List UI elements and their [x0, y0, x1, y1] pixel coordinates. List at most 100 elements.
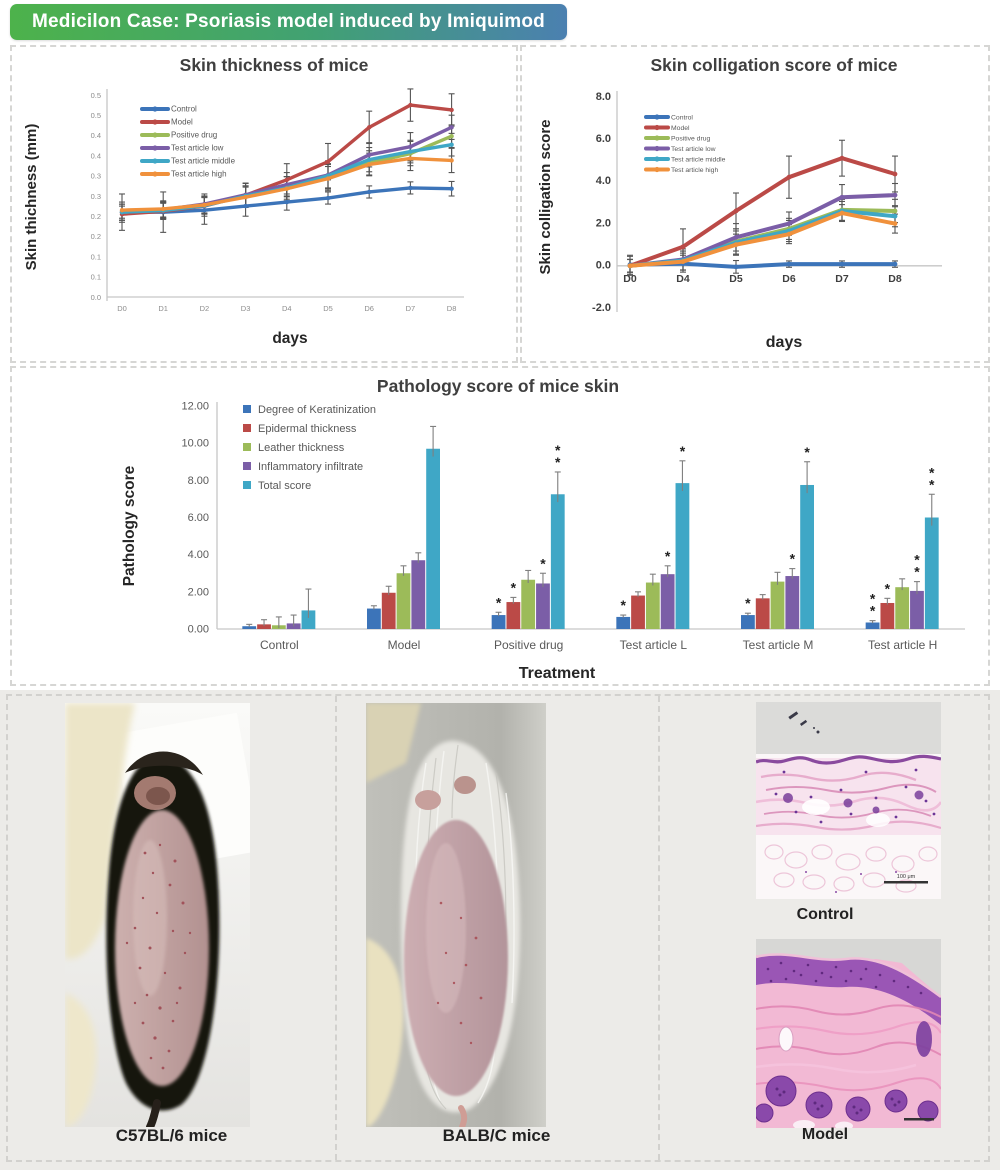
- svg-text:0.0: 0.0: [596, 260, 611, 272]
- svg-text:*: *: [680, 443, 686, 459]
- skin-colligation-chart: Skin colligation score of mice Skin colli…: [537, 55, 942, 351]
- svg-text:*: *: [870, 603, 876, 619]
- svg-text:*: *: [790, 551, 796, 567]
- svg-text:0.3: 0.3: [91, 192, 101, 201]
- svg-text:D6: D6: [364, 304, 374, 313]
- svg-text:Test article H: Test article H: [868, 638, 937, 652]
- svg-text:D0: D0: [623, 273, 637, 285]
- svg-text:D4: D4: [676, 273, 690, 285]
- svg-text:*: *: [621, 597, 627, 613]
- svg-text:Test article high: Test article high: [671, 167, 718, 174]
- c57bl6-mouse-image: [65, 703, 250, 1127]
- svg-text:Leather thickness: Leather thickness: [258, 442, 345, 454]
- svg-text:Control: Control: [671, 114, 693, 121]
- svg-text:0.1: 0.1: [91, 252, 101, 261]
- svg-text:4.0: 4.0: [596, 175, 611, 187]
- skin-thickness-panel: Skin thickness of mice Skin thichness (mm…: [10, 45, 518, 363]
- divider-1: [335, 696, 337, 1160]
- svg-text:Inflammatory infiltrate: Inflammatory infiltrate: [258, 461, 363, 473]
- svg-text:D8: D8: [888, 273, 902, 285]
- svg-text:D5: D5: [323, 304, 333, 313]
- svg-text:Skin colligation score of mice: Skin colligation score of mice: [650, 55, 897, 75]
- svg-text:0.2: 0.2: [91, 232, 101, 241]
- svg-text:0.5: 0.5: [91, 91, 101, 100]
- model-histology-image: [756, 939, 941, 1128]
- svg-text:Pathology score of mice skin: Pathology score of mice skin: [377, 376, 619, 396]
- svg-text:Test article low: Test article low: [671, 146, 716, 153]
- svg-text:Positive drug: Positive drug: [171, 130, 217, 139]
- skin-colligation-panel: Skin colligation score of mice Skin colli…: [520, 45, 990, 363]
- balbc-mouse-photo: [366, 703, 546, 1127]
- svg-text:*: *: [885, 580, 891, 596]
- model-histology-photo: [756, 939, 941, 1128]
- svg-text:0.4: 0.4: [91, 151, 101, 160]
- c57bl6-caption: C57BL/6 mice: [115, 1126, 228, 1145]
- svg-text:6.00: 6.00: [188, 512, 209, 524]
- c57bl6-mouse-photo: [65, 703, 250, 1127]
- header-banner: Medicilon Case: Psoriasis model induced …: [10, 4, 567, 40]
- pathology-score-panel: Pathology score of mice skin Pathology sc…: [10, 366, 990, 686]
- svg-text:Test article high: Test article high: [171, 169, 227, 178]
- svg-text:*: *: [804, 444, 810, 460]
- svg-text:*: *: [914, 552, 920, 568]
- svg-text:Positive drug: Positive drug: [494, 638, 563, 652]
- svg-text:4.00: 4.00: [188, 549, 209, 561]
- svg-text:D3: D3: [241, 304, 251, 313]
- svg-text:D1: D1: [158, 304, 168, 313]
- svg-text:Control: Control: [260, 638, 299, 652]
- svg-text:D4: D4: [282, 304, 292, 313]
- svg-text:days: days: [272, 330, 307, 347]
- svg-text:D8: D8: [447, 304, 457, 313]
- svg-text:Total score: Total score: [258, 480, 311, 492]
- svg-text:*: *: [665, 548, 671, 564]
- header-title: Medicilon Case: Psoriasis model induced …: [32, 11, 545, 32]
- svg-text:*: *: [914, 564, 920, 580]
- pathology-score-chart: Pathology score of mice skin Pathology sc…: [121, 376, 965, 682]
- svg-text:*: *: [870, 591, 876, 607]
- skin-thickness-chart: Skin thickness of mice Skin thichness (mm…: [23, 55, 464, 347]
- svg-text:Model: Model: [388, 638, 421, 652]
- svg-text:Model: Model: [671, 125, 690, 132]
- svg-text:D7: D7: [406, 304, 416, 313]
- svg-text:*: *: [540, 555, 546, 571]
- svg-text:Test article middle: Test article middle: [171, 156, 236, 165]
- svg-text:0.3: 0.3: [91, 172, 101, 181]
- svg-text:Degree of Keratinization: Degree of Keratinization: [258, 404, 376, 416]
- svg-text:0.1: 0.1: [91, 273, 101, 282]
- svg-text:D0: D0: [117, 304, 127, 313]
- svg-text:Treatment: Treatment: [519, 665, 596, 682]
- svg-text:6.0: 6.0: [596, 133, 611, 145]
- svg-text:-2.0: -2.0: [592, 302, 611, 314]
- svg-text:D5: D5: [729, 273, 743, 285]
- control-histology-photo: 100 μm: [756, 702, 941, 899]
- svg-text:10.00: 10.00: [181, 438, 209, 450]
- divider-2: [658, 696, 660, 1160]
- svg-text:Skin colligation score: Skin colligation score: [537, 119, 554, 274]
- svg-text:0.00: 0.00: [188, 624, 209, 636]
- svg-text:D7: D7: [835, 273, 849, 285]
- svg-text:*: *: [496, 594, 502, 610]
- svg-text:0.0: 0.0: [91, 293, 101, 302]
- svg-text:12.00: 12.00: [181, 401, 209, 413]
- svg-text:*: *: [929, 476, 935, 492]
- balbc-mouse-image: [366, 703, 546, 1127]
- svg-text:0.2: 0.2: [91, 212, 101, 221]
- svg-text:days: days: [766, 334, 803, 351]
- svg-text:2.0: 2.0: [596, 217, 611, 229]
- photo-section-border: [6, 694, 990, 1162]
- scale-bar-label: 100 μm: [897, 874, 916, 880]
- svg-text:*: *: [555, 442, 561, 458]
- svg-text:0.5: 0.5: [91, 111, 101, 120]
- svg-text:8.0: 8.0: [596, 91, 611, 103]
- svg-text:Skin thichness (mm): Skin thichness (mm): [23, 124, 40, 271]
- control-histology-image: 100 μm: [756, 702, 941, 899]
- svg-text:Epidermal thickness: Epidermal thickness: [258, 423, 357, 435]
- svg-text:Test article low: Test article low: [171, 143, 224, 152]
- model-histology-caption: Model: [801, 1126, 849, 1143]
- svg-text:Skin thickness of mice: Skin thickness of mice: [180, 55, 369, 75]
- svg-text:*: *: [929, 464, 935, 480]
- svg-text:Test article M: Test article M: [743, 638, 814, 652]
- balbc-caption: BALB/C mice: [442, 1126, 551, 1145]
- svg-text:Pathology score: Pathology score: [121, 465, 138, 586]
